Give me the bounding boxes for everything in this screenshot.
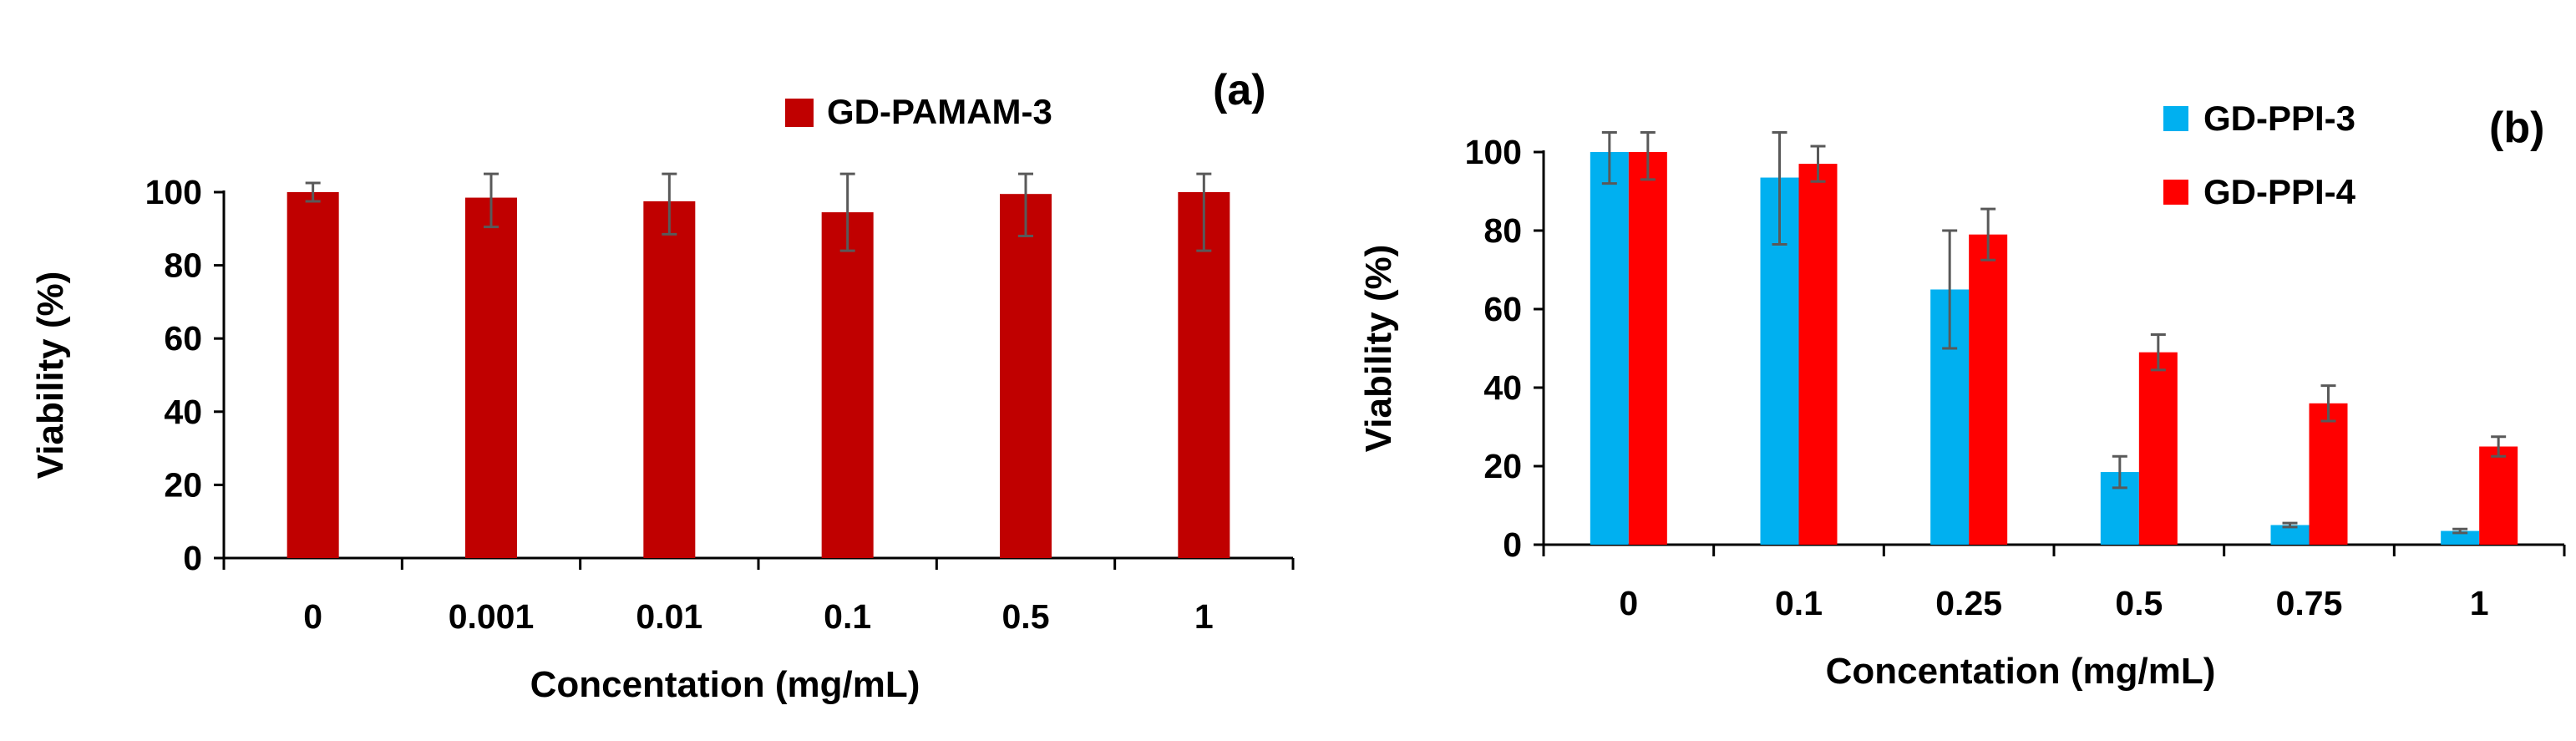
y-tick-label: 60 (1483, 290, 1522, 328)
bar-gd-pamam-3-0 (287, 192, 339, 558)
y-axis-title: Viability (%) (30, 272, 71, 480)
chart-panel-a: 0 20 40 60 80 100 0 0.001 0.01 0.1 0.5 1 Concentatio… (30, 66, 1295, 705)
error-bar (1772, 131, 1787, 246)
bar-gd-ppi-3-0 (1590, 152, 1629, 545)
y-tick-label: 0 (183, 539, 202, 577)
error-bar (1601, 131, 1617, 185)
y-tick-label: 0 (1503, 525, 1522, 564)
bar-gd-ppi-4-0 (1628, 152, 1667, 545)
legend-swatch (2163, 180, 2188, 205)
y-tick-label: 80 (1483, 211, 1522, 250)
error-bar (2491, 435, 2507, 458)
x-tick-label: 0.25 (1935, 584, 2002, 622)
x-tick-label: 0.75 (2276, 584, 2343, 622)
x-tick-label: 0.01 (636, 597, 702, 636)
bar-gd-ppi-4-0.5 (2138, 352, 2178, 545)
bar-gd-ppi-4-0.1 (1798, 164, 1838, 545)
panel-label: (b) (2489, 104, 2544, 152)
bar-gd-ppi-4-0.25 (1969, 234, 2008, 545)
error-bar (662, 172, 677, 236)
x-axis-title: Concentation (mg/mL) (530, 664, 920, 705)
error-bar (1640, 131, 1656, 181)
error-bar (2282, 521, 2298, 529)
x-axis-title: Concentation (mg/mL) (1826, 651, 2216, 692)
error-bar (1980, 207, 1996, 261)
x-tick-label: 0.1 (1775, 584, 1823, 622)
y-tick-label: 60 (164, 319, 202, 358)
error-bar (2452, 527, 2468, 535)
error-bar (2112, 454, 2127, 490)
bar-gd-pamam-3-0.5 (1000, 194, 1052, 558)
legend-swatch (785, 99, 814, 127)
bar-gd-ppi-3-0.75 (2270, 525, 2310, 545)
panel-label: (a) (1213, 66, 1266, 114)
error-bar (1942, 229, 1958, 350)
error-bar (305, 181, 321, 203)
error-bar (1018, 172, 1033, 238)
x-tick-label: 1 (1194, 597, 1214, 636)
error-bar (1810, 145, 1826, 183)
y-tick-label: 40 (1483, 368, 1522, 407)
bar-gd-pamam-3-0.01 (643, 200, 696, 558)
x-tick-label: 1 (2470, 584, 2489, 622)
bar-gd-ppi-4-0.75 (2309, 403, 2348, 545)
error-bar (2150, 333, 2166, 372)
y-tick-label: 100 (1465, 133, 1522, 171)
error-bar (484, 172, 499, 229)
error-bar (839, 172, 855, 252)
legend-label: GD-PPI-3 (2203, 99, 2355, 138)
y-tick-label: 80 (164, 246, 202, 285)
y-tick-label: 100 (145, 173, 202, 211)
legend-label: GD-PPI-4 (2203, 172, 2356, 211)
bar-gd-pamam-3-1 (1178, 192, 1230, 558)
error-bar (2320, 384, 2336, 423)
x-tick-label: 0 (303, 597, 322, 636)
bar-gd-ppi-3-1 (2441, 530, 2480, 545)
x-tick-label: 0.5 (2115, 584, 2163, 622)
legend-swatch (2163, 106, 2188, 131)
x-tick-label: 0.001 (449, 597, 535, 636)
x-tick-label: 0 (1619, 584, 1638, 622)
y-tick-label: 20 (164, 465, 202, 504)
y-tick-label: 20 (1483, 447, 1522, 485)
error-bar (1196, 172, 1212, 252)
chart-panel-b: 0 20 40 60 80 100 0 0.1 0.25 0.5 0.75 1 Concentation… (1358, 99, 2566, 692)
y-axis-title: Viability (%) (1358, 245, 1399, 453)
bar-gd-pamam-3-0.001 (465, 197, 517, 558)
legend-label: GD-PAMAM-3 (827, 92, 1052, 131)
bar-gd-ppi-4-1 (2479, 446, 2518, 545)
bar-gd-pamam-3-0.1 (821, 212, 874, 558)
x-tick-label: 0.5 (1002, 597, 1050, 636)
y-tick-label: 40 (164, 393, 202, 431)
x-tick-label: 0.1 (824, 597, 871, 636)
